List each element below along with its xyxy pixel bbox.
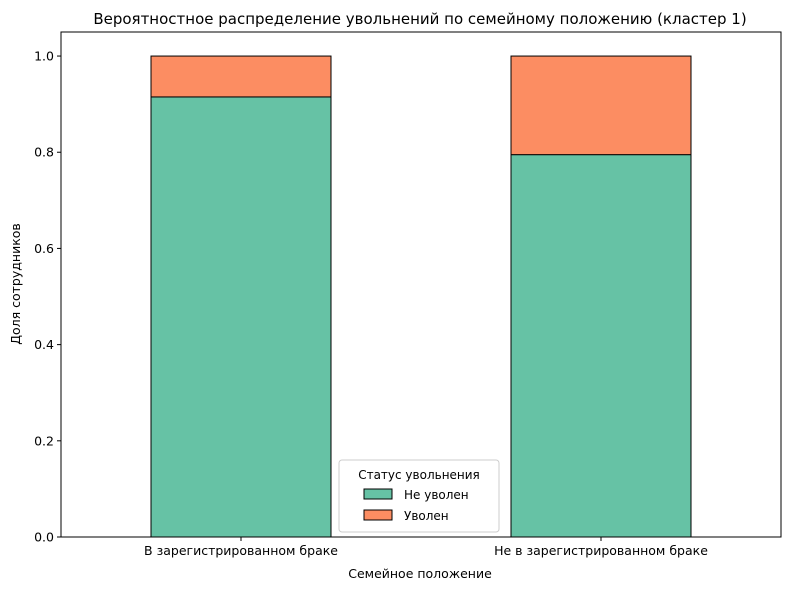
legend-title: Статус увольнения bbox=[358, 468, 480, 482]
legend-swatch-not-fired bbox=[363, 488, 393, 500]
x-tick-label-1: Не в зарегистрированном браке bbox=[494, 543, 708, 558]
legend-label-not-fired: Не уволен bbox=[404, 488, 469, 502]
y-tick-label-0: 0.0 bbox=[34, 530, 54, 545]
legend-label-fired: Уволен bbox=[404, 509, 449, 523]
axes-frame bbox=[60, 31, 782, 538]
legend-swatch-fired bbox=[363, 509, 393, 521]
legend: Статус увольнения Не уволен Уволен bbox=[338, 459, 500, 533]
chart-title: Вероятностное распределение увольнений п… bbox=[93, 10, 746, 28]
y-tick-label-2: 0.4 bbox=[34, 337, 54, 352]
plot-area: В зарегистрированном браке Не в зарегистр… bbox=[34, 31, 782, 558]
x-axis-label: Семейное положение bbox=[348, 566, 492, 581]
y-tick-label-1: 0.2 bbox=[34, 433, 54, 448]
bar-fired-0 bbox=[150, 55, 332, 98]
y-tick-label-4: 0.8 bbox=[34, 145, 54, 160]
y-axis-label: Доля сотрудников bbox=[8, 223, 23, 345]
y-tick-label-3: 0.6 bbox=[34, 241, 54, 256]
bar-fired-1 bbox=[510, 55, 692, 156]
bar-not-fired-1 bbox=[510, 154, 692, 538]
y-tick-label-5: 1.0 bbox=[34, 49, 54, 64]
x-tick-label-0: В зарегистрированном браке bbox=[144, 543, 338, 558]
bar-not-fired-0 bbox=[150, 96, 332, 538]
